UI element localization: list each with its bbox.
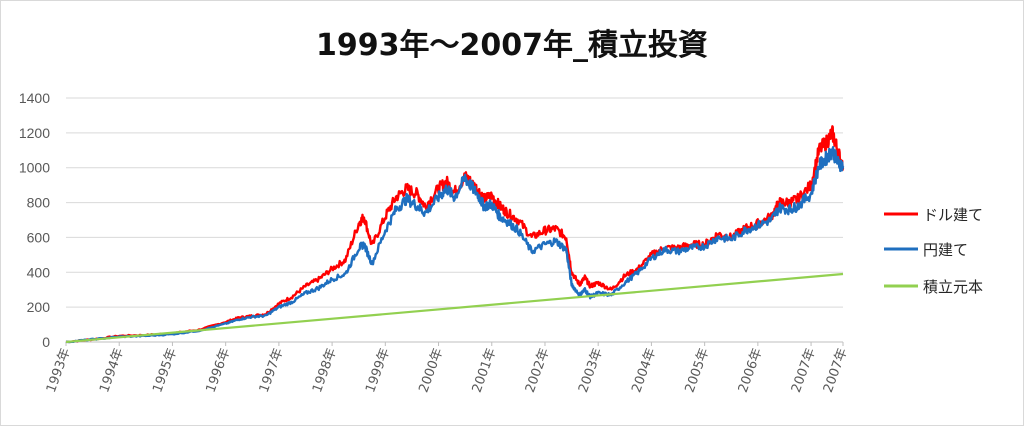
x-tick-label: 1996年 [204,346,234,394]
x-tick-label: 2000年 [416,346,446,394]
y-axis-ticks: 0 200 400 600 800 1000 1200 1400 [19,90,50,350]
legend-label-2: 円建て [923,241,968,259]
x-tick-label: 1994年 [97,346,127,394]
y-tick-label: 0 [42,334,50,350]
x-tick-label: 2002年 [523,346,553,394]
gridlines [66,97,843,343]
x-tick-label: 2005年 [683,346,713,394]
series-lines [65,125,845,344]
x-tick-label: 1999年 [363,346,393,394]
x-tick-label: 1993年 [44,346,74,394]
x-axis-ticks: 1993年 1994年 1995年 1996年 1997年 1998年 1999年 2000年… [44,342,851,395]
legend-label-3: 積立元本 [923,278,983,296]
y-tick-label: 1200 [19,125,50,141]
x-tick-label: 2006年 [736,346,766,394]
legend-label-1: ドル建て [923,206,983,224]
y-tick-label: 800 [27,195,51,211]
y-tick-label: 600 [27,229,51,245]
x-tick-label: 2001年 [470,346,500,394]
y-tick-label: 400 [27,264,51,280]
y-tick-label: 1000 [19,160,50,176]
x-tick-label: 1997年 [257,346,287,394]
x-tick-label: 2003年 [576,346,606,394]
x-tick-label: 2007年 [821,346,851,394]
chart-title: 1993年～2007年_積立投資 [316,28,708,63]
x-tick-label: 2004年 [629,346,659,394]
series-principal-line [65,272,844,344]
x-tick-label: 1998年 [310,346,340,394]
series-dollar-line [65,125,845,344]
y-tick-label: 1400 [19,90,50,106]
series-yen-line [65,146,845,344]
y-tick-label: 200 [27,299,51,315]
x-tick-label: 2007年 [789,346,819,394]
x-tick-label: 1995年 [150,346,180,394]
